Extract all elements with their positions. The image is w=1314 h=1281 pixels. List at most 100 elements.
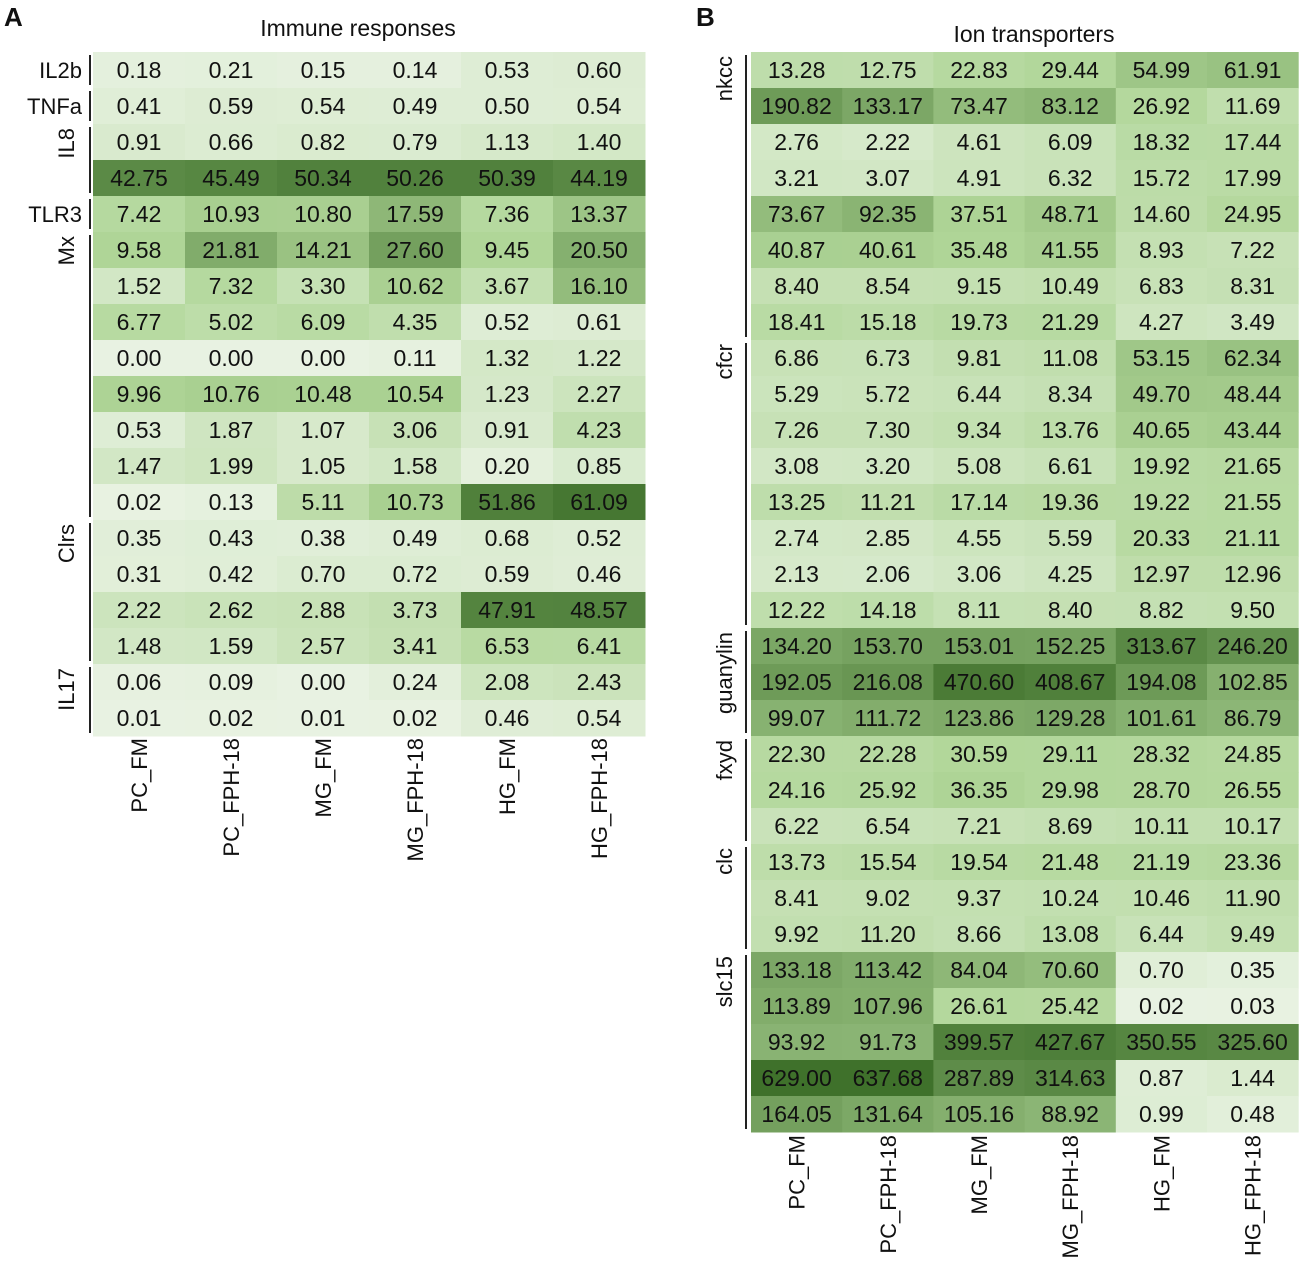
heatmap-cell (1024, 160, 1117, 197)
heatmap-cell (461, 376, 554, 413)
heatmap-cell (1115, 952, 1208, 989)
column-label: PC_FM (785, 1135, 810, 1210)
row-group-label: slc15 (712, 956, 737, 1007)
cell-value: 29.44 (1041, 57, 1099, 83)
heatmap-cell (1207, 664, 1299, 701)
cell-value: 7.22 (1230, 237, 1275, 263)
heatmap-cell (751, 340, 843, 377)
cell-value: 9.96 (117, 381, 162, 407)
heatmap-cell (751, 628, 843, 665)
heatmap-cell (933, 1096, 1026, 1133)
heatmap-cell (933, 88, 1026, 125)
cell-value: 3.06 (393, 417, 438, 443)
cell-value: 5.29 (774, 381, 819, 407)
cell-value: 4.25 (1048, 561, 1093, 587)
column-label: MG_FM (311, 738, 336, 817)
cell-value: 73.67 (768, 201, 826, 227)
heatmap-cell (93, 412, 186, 449)
cell-value: 26.92 (1133, 93, 1191, 119)
heatmap-cell (369, 304, 462, 341)
heatmap-cell (933, 448, 1026, 485)
cell-value: 8.93 (1139, 237, 1184, 263)
heatmap-cell (1024, 52, 1117, 89)
cell-value: 28.32 (1133, 741, 1191, 767)
cell-value: 13.08 (1041, 921, 1099, 947)
cell-value: 0.43 (209, 525, 254, 551)
cell-value: 0.99 (1139, 1101, 1184, 1127)
heatmap-cell (369, 160, 462, 197)
heatmap-cell (1115, 448, 1208, 485)
cell-value: 8.11 (957, 597, 1000, 623)
cell-value: 0.20 (485, 453, 530, 479)
heatmap-cell (1207, 232, 1299, 269)
cell-value: 314.63 (1035, 1065, 1105, 1091)
cell-value: 13.73 (768, 849, 826, 875)
column-label: HG_FPH-18 (587, 738, 612, 859)
heatmap-cell (1115, 808, 1208, 845)
heatmap-cell (1115, 772, 1208, 809)
heatmap-cell (369, 88, 462, 125)
heatmap-cell (842, 52, 934, 89)
heatmap-cell (553, 160, 646, 197)
cell-value: 16.10 (570, 273, 628, 299)
cell-value: 1.40 (577, 129, 622, 155)
heatmap-cell (933, 124, 1026, 161)
heatmap-cell (553, 52, 646, 89)
heatmap-cell (842, 628, 934, 665)
cell-value: 73.47 (950, 93, 1008, 119)
heatmap-cell (369, 52, 462, 89)
heatmap-cell (1115, 376, 1208, 413)
heatmap-cell (185, 376, 278, 413)
cell-value: 6.73 (865, 345, 910, 371)
cell-value: 11.90 (1225, 885, 1281, 911)
cell-value: 0.46 (577, 561, 622, 587)
heatmap-cell (1207, 880, 1299, 917)
cell-value: 13.25 (768, 489, 826, 515)
heatmap-cell (1115, 268, 1208, 305)
heatmap-cell (461, 268, 554, 305)
cell-value: 134.20 (761, 633, 831, 659)
cell-value: 6.41 (577, 633, 622, 659)
cell-value: 36.35 (950, 777, 1008, 803)
heatmap-cell (933, 52, 1026, 89)
cell-value: 24.85 (1224, 741, 1282, 767)
cell-value: 470.60 (944, 669, 1014, 695)
heatmap-cell (185, 556, 278, 593)
cell-value: 70.60 (1041, 957, 1099, 983)
cell-value: 40.65 (1133, 417, 1191, 443)
heatmap-cell (553, 700, 646, 737)
cell-value: 20.33 (1133, 525, 1191, 551)
cell-value: 47.91 (478, 597, 536, 623)
heatmap-cell (1207, 196, 1299, 233)
row-group-label: Clrs (54, 524, 79, 563)
heatmap-cell (1207, 340, 1299, 377)
cell-value: 35.48 (950, 237, 1008, 263)
heatmap-cell (1024, 664, 1117, 701)
cell-value: 9.34 (957, 417, 1002, 443)
cell-value: 20.50 (570, 237, 628, 263)
panel-title: Immune responses (260, 15, 456, 41)
heatmap-cell (933, 880, 1026, 917)
cell-value: 19.92 (1133, 453, 1191, 479)
cell-value: 0.38 (301, 525, 346, 551)
heatmap-cell (842, 196, 934, 233)
cell-value: 4.55 (957, 525, 1002, 551)
heatmap-cell (461, 160, 554, 197)
heatmap-cell (277, 196, 370, 233)
heatmap-cell (1207, 124, 1299, 161)
cell-value: 37.51 (950, 201, 1008, 227)
cell-value: 8.41 (774, 885, 819, 911)
cell-value: 62.34 (1224, 345, 1282, 371)
heatmap-cell (842, 952, 934, 989)
cell-value: 9.45 (485, 237, 530, 263)
heatmap-cell (185, 340, 278, 377)
cell-value: 43.44 (1224, 417, 1282, 443)
heatmap-cell (933, 556, 1026, 593)
heatmap-cell (93, 88, 186, 125)
cell-value: 29.98 (1041, 777, 1099, 803)
cell-value: 12.75 (859, 57, 917, 83)
heatmap-cell (461, 448, 554, 485)
cell-value: 129.28 (1035, 705, 1105, 731)
cell-value: 0.61 (577, 309, 622, 335)
heatmap-cell (933, 412, 1026, 449)
